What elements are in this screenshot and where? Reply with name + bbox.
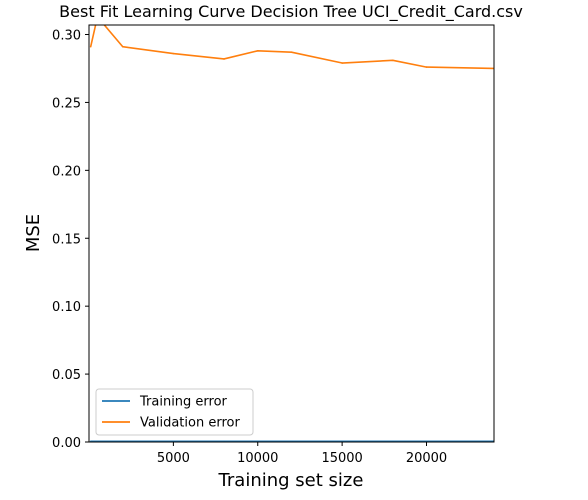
validation-error-point [89,45,92,48]
validation-error-point [256,50,259,52]
ticks-layer: 5000 10000 15000 20000 0.00 0.05 0.10 0.15 0.20 0… [52,29,447,466]
legend-validation-error-label: Validation error [140,416,240,431]
validation-error-point [121,45,124,48]
validation-error-point [223,58,225,60]
validation-error-point [290,51,293,53]
validation-error-point [341,62,343,64]
y-tick-label: 0.10 [52,300,81,315]
x-axis-label: Training set size [218,470,364,491]
y-tick-label: 0.00 [52,436,81,451]
legend-training-error-label: Training error [139,395,228,410]
y-axis-label: MSE [23,214,44,252]
legend-frame [95,388,254,436]
y-tick-label: 0.30 [52,29,81,44]
x-tick-label: 20000 [406,451,447,466]
legend: Training error Validation error [95,388,254,436]
y-tick-label: 0.15 [52,232,81,247]
x-tick-label: 15000 [321,451,362,466]
validation-error-point [172,52,175,55]
legend-items: Training error Validation error [102,395,240,431]
x-tick-label: 5000 [157,451,190,466]
validation-error-point [391,59,394,62]
y-tick-label: 0.20 [52,164,81,179]
chart-title: Best Fit Learning Curve Decision Tree UC… [59,2,523,22]
validation-error-point [425,66,428,68]
y-tick-label: 0.05 [52,368,81,383]
plot-area-frame [88,24,495,443]
x-tick-label: 10000 [237,451,278,466]
y-tick-label: 0.25 [52,96,81,111]
